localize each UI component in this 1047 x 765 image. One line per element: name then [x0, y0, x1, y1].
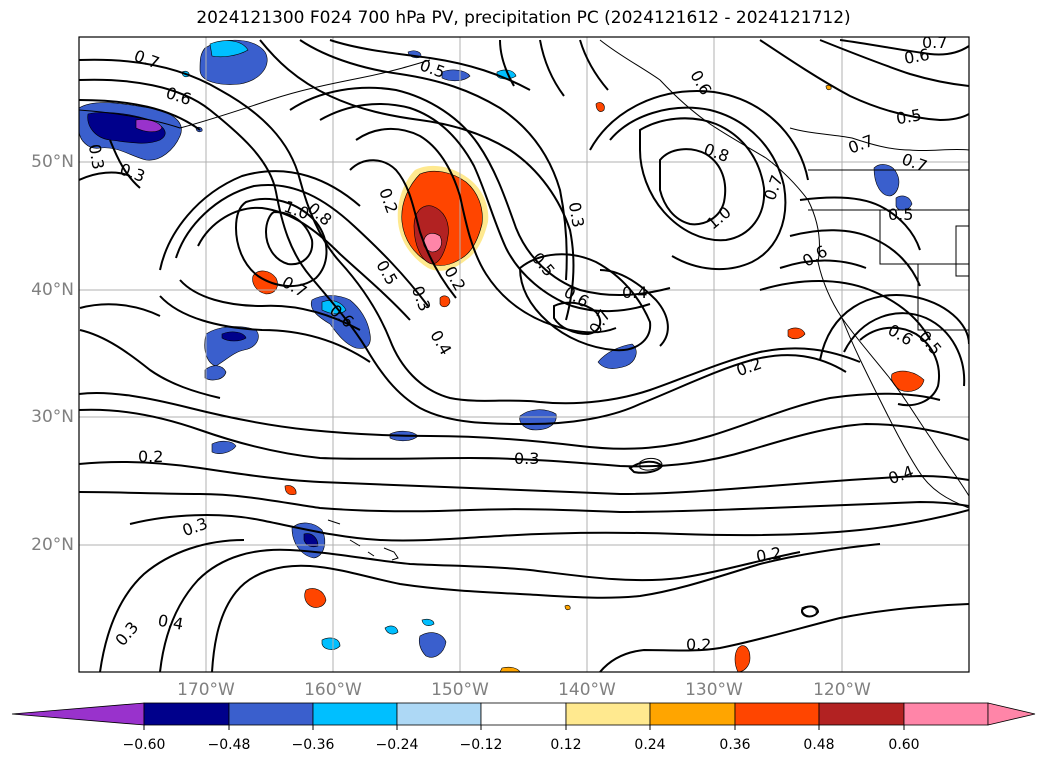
colorbar-tick-label: −0.12 — [459, 737, 503, 753]
contour-label: 0.4 — [156, 611, 184, 634]
lat-label-20n: 20°N — [31, 535, 74, 555]
colorbar-tick-label: −0.24 — [375, 737, 419, 753]
colorbar-swatch — [818, 702, 905, 726]
lon-label-150w: 150°W — [431, 680, 489, 700]
colorbar-swatch — [11, 702, 145, 726]
colorbar-swatch — [143, 702, 230, 726]
contour-label: 0.3 — [565, 201, 588, 229]
map-title: 2024121300 F024 700 hPa PV, precipitatio… — [196, 8, 851, 28]
contour-label: 0.5 — [895, 105, 923, 128]
colorbar-swatch — [480, 702, 567, 726]
pv-contours — [79, 39, 969, 672]
lon-label-160w: 160°W — [304, 680, 362, 700]
colorbar-swatch — [649, 702, 736, 726]
contour-label: 0.7 — [922, 33, 947, 52]
contour-label: 0.5 — [888, 205, 913, 224]
colorbar-swatch — [734, 702, 820, 726]
contour-label: 0.2 — [755, 543, 783, 566]
lon-label-170w: 170°W — [177, 680, 235, 700]
contour-label: 0.2 — [686, 635, 711, 654]
lat-label-40n: 40°N — [31, 280, 74, 300]
contour-label: 0.3 — [85, 143, 108, 171]
lon-label-120w: 120°W — [813, 680, 871, 700]
contour-label: 0.6 — [903, 45, 931, 68]
colorbar-tick-label: −0.36 — [291, 737, 335, 753]
colorbar-tick-label: −0.48 — [207, 737, 251, 753]
colorbar-swatch — [312, 702, 398, 726]
map-plot-area: 0.7 0.6 0.3 0.3 0.5 0.7 0.6 0.6 0.5 0.7 … — [79, 33, 969, 672]
colorbar-swatch — [228, 702, 314, 726]
map-frame — [78, 36, 970, 673]
lon-label-140w: 140°W — [558, 680, 616, 700]
lon-label-130w: 130°W — [685, 680, 743, 700]
lat-label-30n: 30°N — [31, 407, 74, 427]
colorbar-tick-label: 0.60 — [888, 737, 920, 753]
colorbar-tick-label: 0.36 — [719, 737, 751, 753]
colorbar-swatch — [987, 702, 1036, 726]
colorbar-tick-label: 0.48 — [803, 737, 835, 753]
colorbar-tick-label: 0.12 — [550, 737, 582, 753]
colorbar-swatch — [903, 702, 989, 726]
lat-label-50n: 50°N — [31, 152, 74, 172]
colorbar-swatch — [396, 702, 482, 726]
colorbar-tick-label: −0.60 — [122, 737, 166, 753]
colorbar — [11, 702, 1036, 730]
colorbar-swatch — [565, 702, 651, 726]
contour-label: 0.4 — [622, 283, 647, 302]
contour-label: 0.3 — [514, 449, 539, 468]
contour-label: 0.2 — [138, 447, 163, 466]
colorbar-tick-label: 0.24 — [634, 737, 666, 753]
